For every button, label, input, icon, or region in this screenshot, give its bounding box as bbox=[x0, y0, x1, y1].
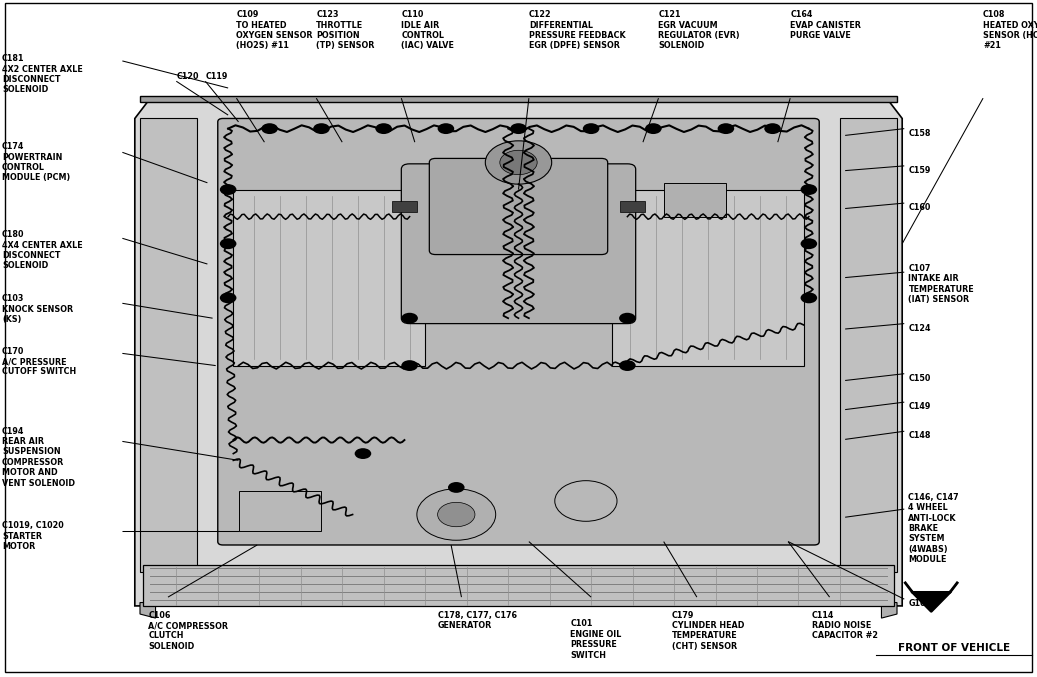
Bar bbox=[392, 201, 417, 212]
Bar bbox=[612, 190, 804, 366]
Bar bbox=[664, 183, 726, 217]
Text: C180
4X4 CENTER AXLE
DISCONNECT
SOLENOID: C180 4X4 CENTER AXLE DISCONNECT SOLENOID bbox=[2, 230, 83, 270]
Circle shape bbox=[438, 123, 454, 134]
FancyBboxPatch shape bbox=[218, 118, 819, 545]
Circle shape bbox=[555, 481, 617, 521]
Text: C146, C147
4 WHEEL
ANTI-LOCK
BRAKE
SYSTEM
(4WABS)
MODULE: C146, C147 4 WHEEL ANTI-LOCK BRAKE SYSTE… bbox=[908, 493, 959, 564]
Text: C119: C119 bbox=[205, 72, 228, 81]
Circle shape bbox=[801, 238, 817, 249]
Circle shape bbox=[375, 123, 392, 134]
Bar bbox=[620, 201, 645, 212]
Text: C114
RADIO NOISE
CAPACITOR #2: C114 RADIO NOISE CAPACITOR #2 bbox=[812, 611, 878, 640]
Text: C194
REAR AIR
SUSPENSION
COMPRESSOR
MOTOR AND
VENT SOLENOID: C194 REAR AIR SUSPENSION COMPRESSOR MOTO… bbox=[2, 427, 75, 487]
Bar bbox=[140, 96, 897, 102]
Circle shape bbox=[448, 482, 465, 493]
Text: C124: C124 bbox=[908, 324, 931, 332]
Text: C170
A/C PRESSURE
CUTOFF SWITCH: C170 A/C PRESSURE CUTOFF SWITCH bbox=[2, 347, 77, 376]
Text: C164
EVAP CANISTER
PURGE VALVE: C164 EVAP CANISTER PURGE VALVE bbox=[790, 10, 861, 40]
Text: C158: C158 bbox=[908, 129, 931, 137]
Bar bbox=[233, 190, 425, 366]
Circle shape bbox=[500, 150, 537, 175]
Circle shape bbox=[801, 292, 817, 303]
Polygon shape bbox=[140, 118, 197, 572]
Text: C160: C160 bbox=[908, 203, 931, 212]
FancyBboxPatch shape bbox=[429, 158, 608, 255]
Circle shape bbox=[801, 184, 817, 195]
Text: C106
A/C COMPRESSOR
CLUTCH
SOLENOID: C106 A/C COMPRESSOR CLUTCH SOLENOID bbox=[148, 611, 228, 651]
Bar bbox=[143, 565, 894, 606]
Text: FRONT OF VEHICLE: FRONT OF VEHICLE bbox=[898, 643, 1010, 653]
Circle shape bbox=[645, 123, 662, 134]
Polygon shape bbox=[905, 583, 957, 611]
Circle shape bbox=[220, 184, 236, 195]
Circle shape bbox=[764, 123, 781, 134]
Circle shape bbox=[438, 502, 475, 527]
Circle shape bbox=[313, 123, 330, 134]
Circle shape bbox=[718, 123, 734, 134]
Circle shape bbox=[583, 123, 599, 134]
Circle shape bbox=[220, 238, 236, 249]
Text: C120: C120 bbox=[176, 72, 199, 81]
Text: G104: G104 bbox=[908, 599, 931, 608]
Text: C159: C159 bbox=[908, 166, 931, 175]
Text: C149: C149 bbox=[908, 402, 931, 411]
Text: C148: C148 bbox=[908, 431, 931, 440]
Circle shape bbox=[220, 292, 236, 303]
Circle shape bbox=[619, 360, 636, 371]
Circle shape bbox=[355, 448, 371, 459]
Text: C121
EGR VACUUM
REGULATOR (EVR)
SOLENOID: C121 EGR VACUUM REGULATOR (EVR) SOLENOID bbox=[658, 10, 740, 50]
Polygon shape bbox=[840, 118, 897, 572]
Text: C179
CYLINDER HEAD
TEMPERATURE
(CHT) SENSOR: C179 CYLINDER HEAD TEMPERATURE (CHT) SEN… bbox=[672, 611, 745, 651]
FancyBboxPatch shape bbox=[401, 164, 636, 324]
Circle shape bbox=[417, 489, 496, 540]
Circle shape bbox=[401, 313, 418, 324]
Text: C109
TO HEATED
OXYGEN SENSOR
(HO2S) #11: C109 TO HEATED OXYGEN SENSOR (HO2S) #11 bbox=[236, 10, 313, 50]
Text: C150: C150 bbox=[908, 374, 931, 383]
Text: C181
4X2 CENTER AXLE
DISCONNECT
SOLENOID: C181 4X2 CENTER AXLE DISCONNECT SOLENOID bbox=[2, 54, 83, 94]
Text: C1019, C1020
STARTER
MOTOR: C1019, C1020 STARTER MOTOR bbox=[2, 521, 64, 551]
Text: C122
DIFFERENTIAL
PRESSURE FEEDBACK
EGR (DPFE) SENSOR: C122 DIFFERENTIAL PRESSURE FEEDBACK EGR … bbox=[529, 10, 625, 50]
Polygon shape bbox=[135, 98, 902, 606]
Circle shape bbox=[401, 360, 418, 371]
Text: C174
POWERTRAIN
CONTROL
MODULE (PCM): C174 POWERTRAIN CONTROL MODULE (PCM) bbox=[2, 142, 71, 182]
Circle shape bbox=[485, 141, 552, 184]
Text: C103
KNOCK SENSOR
(KS): C103 KNOCK SENSOR (KS) bbox=[2, 294, 74, 324]
Bar bbox=[239, 491, 321, 531]
Circle shape bbox=[261, 123, 278, 134]
Text: C101
ENGINE OIL
PRESSURE
SWITCH: C101 ENGINE OIL PRESSURE SWITCH bbox=[570, 619, 622, 659]
Circle shape bbox=[619, 313, 636, 324]
Text: C123
THROTTLE
POSITION
(TP) SENSOR: C123 THROTTLE POSITION (TP) SENSOR bbox=[316, 10, 374, 50]
Text: C178, C177, C176
GENERATOR: C178, C177, C176 GENERATOR bbox=[438, 611, 516, 630]
Polygon shape bbox=[140, 603, 897, 618]
Text: C107
INTAKE AIR
TEMPERATURE
(IAT) SENSOR: C107 INTAKE AIR TEMPERATURE (IAT) SENSOR bbox=[908, 264, 974, 304]
Circle shape bbox=[510, 123, 527, 134]
Text: C108
HEATED OXYGEN
SENSOR (HO2S)
#21: C108 HEATED OXYGEN SENSOR (HO2S) #21 bbox=[983, 10, 1037, 50]
Text: C110
IDLE AIR
CONTROL
(IAC) VALVE: C110 IDLE AIR CONTROL (IAC) VALVE bbox=[401, 10, 454, 50]
